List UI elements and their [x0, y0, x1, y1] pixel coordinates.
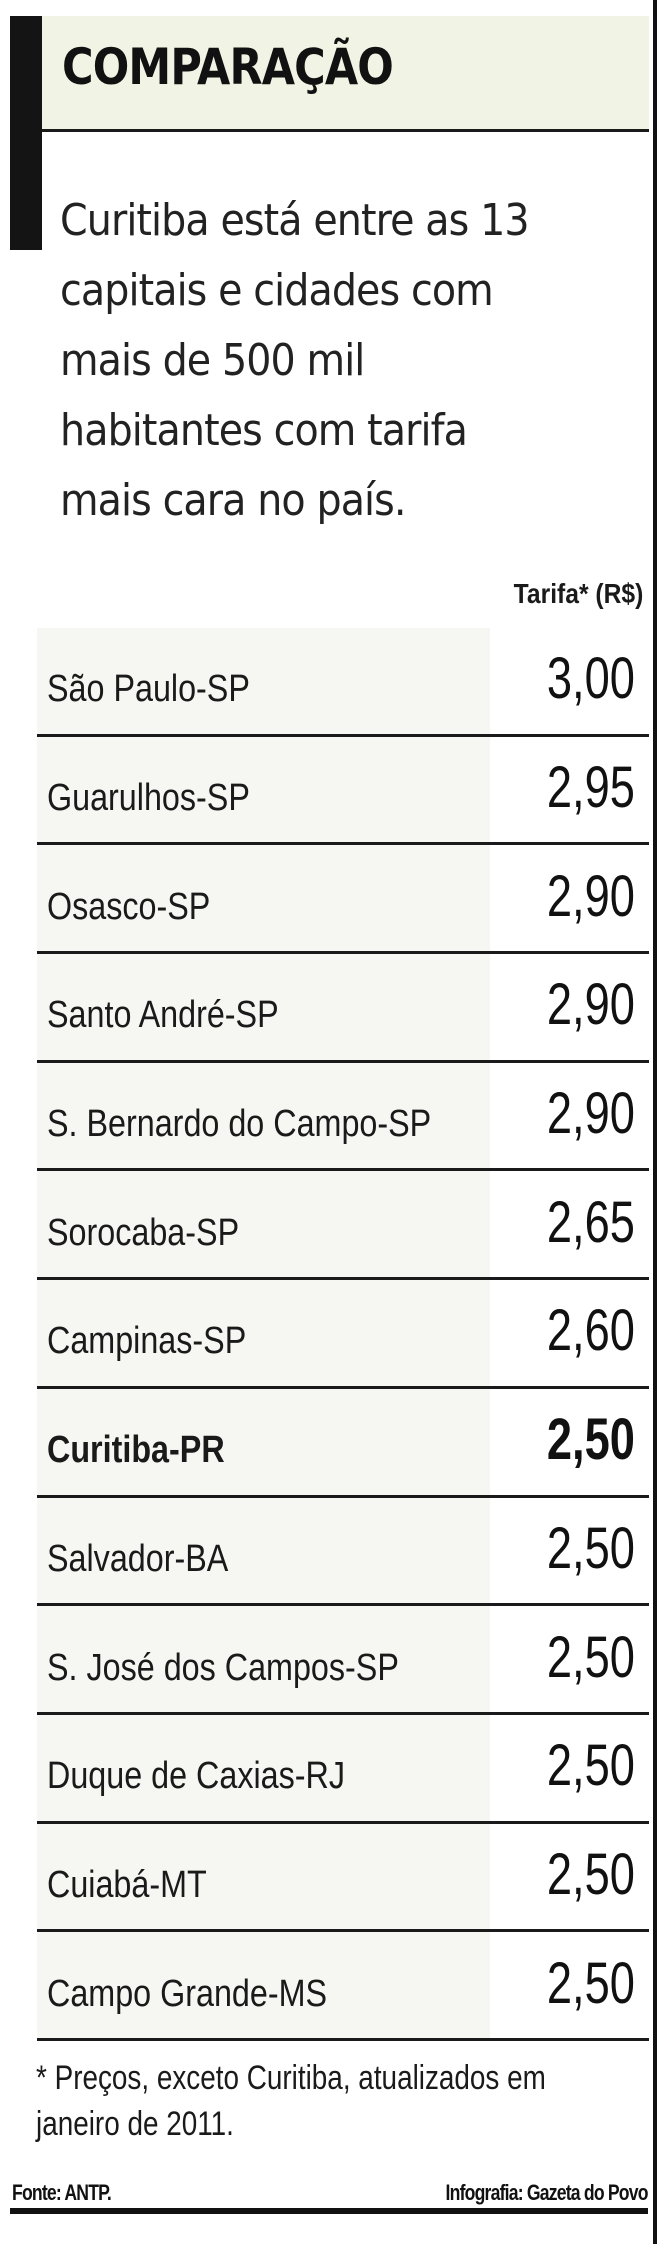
tarifa-column-header: Tarifa* (R$): [513, 578, 643, 609]
fare-cell: 2,50: [490, 1606, 649, 1712]
city-name: S. Bernardo do Campo-SP: [47, 1103, 432, 1146]
city-name: Salvador-BA: [47, 1537, 229, 1580]
subtitle-line: mais cara no país.: [60, 475, 406, 526]
table-row: Duque de Caxias-RJ 2,50: [37, 1714, 649, 1824]
fare-cell: 2,50: [490, 1498, 649, 1604]
fare-cell: 2,90: [490, 1063, 649, 1169]
fare-value: 2,90: [546, 863, 635, 929]
city-cell: S. José dos Campos-SP: [37, 1606, 490, 1712]
city-name: São Paulo-SP: [47, 668, 250, 711]
city-cell: Santo André-SP: [37, 954, 490, 1060]
city-name: Cuiabá-MT: [47, 1863, 207, 1906]
fare-cell: 2,90: [490, 845, 649, 951]
table-row: Cuiabá-MT 2,50: [37, 1823, 649, 1933]
fare-value: 2,50: [546, 1950, 635, 2016]
table-row: Salvador-BA 2,50: [37, 1497, 649, 1607]
table-row: Osasco-SP 2,90: [37, 845, 649, 955]
city-name: Santo André-SP: [47, 994, 279, 1037]
city-name: Sorocaba-SP: [47, 1211, 240, 1254]
fare-value: 2,50: [546, 1515, 635, 1581]
fare-table: São Paulo-SP 3,00 Guarulhos-SP 2,95 Osas…: [37, 628, 649, 2041]
city-cell: Campinas-SP: [37, 1280, 490, 1386]
right-border-rule: [653, 0, 657, 2244]
table-row: S. Bernardo do Campo-SP 2,90: [37, 1062, 649, 1172]
table-row: Guarulhos-SP 2,95: [37, 736, 649, 846]
accent-bar: [10, 16, 42, 250]
fare-cell: 2,95: [490, 737, 649, 843]
fare-cell: 2,50: [490, 1824, 649, 1930]
table-row: Campinas-SP 2,60: [37, 1280, 649, 1389]
fare-value: 2,60: [546, 1298, 635, 1364]
city-name: Guarulhos-SP: [47, 777, 250, 820]
infographic-credit: Infografia: Gazeta do Povo: [445, 2180, 649, 2205]
page-title: COMPARAÇÃO: [62, 38, 394, 96]
fare-cell: 3,00: [490, 628, 649, 734]
table-row-highlighted: Curitiba-PR 2,50: [37, 1388, 649, 1498]
fare-cell: 2,65: [490, 1171, 649, 1277]
city-cell: Campo Grande-MS: [37, 1932, 490, 2038]
subtitle-line: capitais e cidades com: [60, 265, 494, 316]
table-row: S. José dos Campos-SP 2,50: [37, 1606, 649, 1715]
bottom-rule: [10, 2208, 648, 2214]
fare-cell: 2,50: [490, 1932, 649, 2038]
footnote-line: * Preços, exceto Curitiba, atualizados e…: [36, 2059, 546, 2097]
fare-value: 2,65: [546, 1189, 635, 1255]
city-name: Campinas-SP: [47, 1320, 247, 1363]
city-cell: Osasco-SP: [37, 845, 490, 952]
city-cell: Sorocaba-SP: [37, 1171, 490, 1278]
fare-value: 2,90: [546, 1081, 635, 1147]
city-name: Duque de Caxias-RJ: [47, 1755, 346, 1798]
city-cell: Salvador-BA: [37, 1497, 490, 1604]
subtitle-line: mais de 500 mil: [60, 335, 365, 386]
fare-cell: 2,90: [490, 954, 649, 1060]
city-name: Osasco-SP: [47, 885, 211, 928]
city-cell: S. Bernardo do Campo-SP: [37, 1062, 490, 1169]
city-name: S. José dos Campos-SP: [47, 1646, 399, 1689]
city-name: Campo Grande-MS: [47, 1972, 328, 2015]
fare-value: 2,50: [546, 1733, 635, 1799]
fare-value: 2,50: [546, 1407, 635, 1473]
table-row: Santo André-SP 2,90: [37, 954, 649, 1063]
subtitle-line: habitantes com tarifa: [60, 405, 468, 456]
fare-value: 2,95: [546, 755, 635, 821]
city-cell: Duque de Caxias-RJ: [37, 1714, 490, 1821]
fare-value: 2,90: [546, 972, 635, 1038]
city-cell: Curitiba-PR: [37, 1388, 490, 1495]
fare-cell: 2,50: [490, 1715, 649, 1821]
fare-cell: 2,60: [490, 1280, 649, 1386]
footer: Fonte: ANTP. Infografia: Gazeta do Povo: [12, 2180, 649, 2205]
city-name: Curitiba-PR: [47, 1429, 225, 1472]
footnote: * Preços, exceto Curitiba, atualizados e…: [36, 2055, 646, 2147]
fare-value: 3,00: [546, 646, 635, 712]
fare-value: 2,50: [546, 1624, 635, 1690]
source-credit: Fonte: ANTP.: [12, 2180, 112, 2205]
subtitle-line: Curitiba está entre as 13: [60, 195, 530, 246]
title-box: COMPARAÇÃO: [42, 16, 649, 132]
table-row: Campo Grande-MS 2,50: [37, 1932, 649, 2041]
city-cell: Cuiabá-MT: [37, 1823, 490, 1930]
fare-cell: 2,50: [490, 1389, 649, 1495]
city-cell: Guarulhos-SP: [37, 736, 490, 843]
fare-value: 2,50: [546, 1841, 635, 1907]
subtitle: Curitiba está entre as 13 capitais e cid…: [60, 186, 640, 536]
table-row: São Paulo-SP 3,00: [37, 628, 649, 737]
table-row: Sorocaba-SP 2,65: [37, 1171, 649, 1281]
city-cell: São Paulo-SP: [37, 628, 490, 734]
footnote-line: janeiro de 2011.: [36, 2105, 234, 2143]
